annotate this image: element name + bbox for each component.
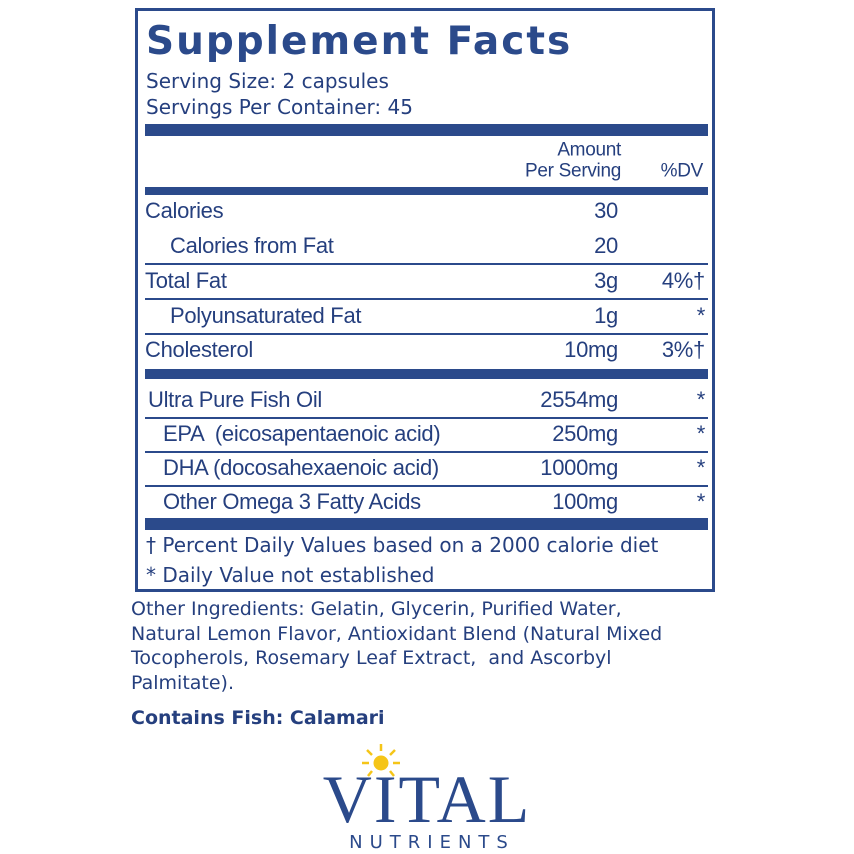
row-amount: 2554mg (540, 387, 618, 412)
row-dv: * (696, 489, 706, 514)
row-name: Other Omega 3 Fatty Acids (163, 489, 421, 514)
contains: Contains Fish: Calamari (131, 707, 385, 729)
row-rule (145, 485, 708, 487)
row-dv: * (696, 455, 706, 480)
servings-per-container: Servings Per Container: 45 (146, 95, 413, 119)
row-amount: 1g (594, 303, 618, 328)
row-amount: 30 (594, 198, 618, 223)
row-amount: 10mg (564, 337, 618, 362)
thick-rule (145, 187, 708, 195)
row-rule (145, 333, 708, 335)
row-name: Polyunsaturated Fat (170, 303, 362, 328)
header-dv: %DV (660, 160, 704, 182)
title: Supplement Facts (146, 19, 573, 64)
row-name: Ultra Pure Fish Oil (148, 387, 323, 412)
row-name: EPA (eicosapentaenoic acid) (163, 421, 441, 446)
footnote: † Percent Daily Values based on a 2000 c… (146, 533, 659, 557)
header-per-serving: Per Serving (525, 160, 621, 182)
row-name: Calories (145, 198, 224, 223)
row-amount: 250mg (552, 421, 618, 446)
serving-size: Serving Size: 2 capsules (146, 69, 389, 93)
row-rule (145, 451, 708, 453)
row-name: Calories from Fat (170, 233, 334, 258)
row-dv: 3%† (661, 337, 705, 362)
brand-name: VITAL (323, 761, 532, 837)
row-name: DHA (docosahexaenoic acid) (163, 455, 439, 480)
row-amount: 20 (594, 233, 618, 258)
other-ingredients-line: Palmitate). (131, 671, 234, 694)
row-dv: * (696, 303, 706, 328)
row-rule (145, 417, 708, 419)
row-name: Cholesterol (145, 337, 253, 362)
row-dv: * (696, 387, 706, 412)
other-ingredients-line: Tocopherols, Rosemary Leaf Extract, and … (131, 647, 612, 669)
other-ingredients-line: Natural Lemon Flavor, Antioxidant Blend … (131, 622, 663, 645)
header-amount: Amount (557, 139, 621, 161)
facts-box (135, 8, 715, 592)
thick-rule (145, 369, 708, 379)
row-amount: 100mg (552, 489, 618, 514)
row-dv: 4%† (661, 268, 705, 293)
row-rule (145, 263, 708, 265)
row-name: Total Fat (145, 268, 227, 293)
row-amount: 1000mg (540, 455, 618, 480)
sun-icon (362, 744, 400, 777)
row-amount: 3g (594, 268, 618, 293)
footnote: * Daily Value not established (146, 563, 435, 587)
row-rule (145, 298, 708, 300)
brand-tagline: NUTRIENTS (349, 832, 515, 853)
thick-rule (145, 124, 708, 136)
other-ingredients-line: Other Ingredients: Gelatin, Glycerin, Pu… (131, 598, 622, 620)
thick-rule (145, 518, 708, 530)
row-dv: * (696, 421, 706, 446)
